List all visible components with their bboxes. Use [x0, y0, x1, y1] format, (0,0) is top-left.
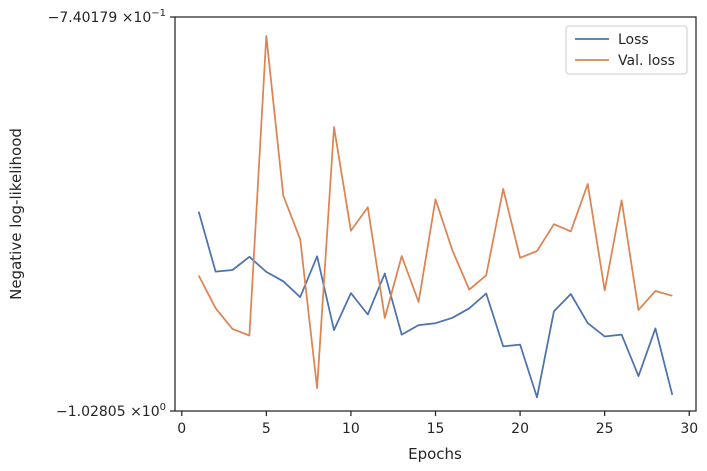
- x-tick-label: 15: [427, 421, 445, 437]
- series-line-2: [197, 35, 673, 389]
- legend-label: Loss: [618, 32, 649, 48]
- x-tick-label: 10: [342, 421, 360, 437]
- plot-frame: [174, 16, 697, 412]
- y-axis-ticks: −7.40179 ×10−1 −1.02805 ×100: [48, 8, 175, 420]
- y-axis-label: Negative log-likelihood: [7, 128, 25, 300]
- x-tick-label: 0: [177, 421, 186, 437]
- y-tick-exponent: −1: [151, 8, 166, 19]
- y-tick-exponent: 0: [160, 402, 166, 413]
- x-tick-label: 25: [596, 421, 614, 437]
- series-line-1: [197, 211, 674, 399]
- y-tick-label: −1.02805 ×100: [56, 402, 166, 420]
- legend-box: [565, 25, 688, 75]
- legend-label: Val. loss: [618, 53, 675, 69]
- y-tick-mantissa: −7.40179 ×10: [48, 10, 152, 26]
- x-axis-label: Epochs: [408, 445, 462, 463]
- x-tick-label: 30: [680, 421, 698, 437]
- legend: Loss Val. loss: [565, 25, 688, 75]
- plot-lines: [197, 35, 674, 399]
- x-tick-label: 20: [511, 421, 529, 437]
- y-tick-mantissa: −1.02805 ×10: [56, 404, 160, 420]
- y-tick-label: −7.40179 ×10−1: [48, 8, 166, 26]
- x-tick-label: 5: [262, 421, 271, 437]
- x-axis-ticks: 0 5 10 15 20 25 30: [177, 411, 698, 437]
